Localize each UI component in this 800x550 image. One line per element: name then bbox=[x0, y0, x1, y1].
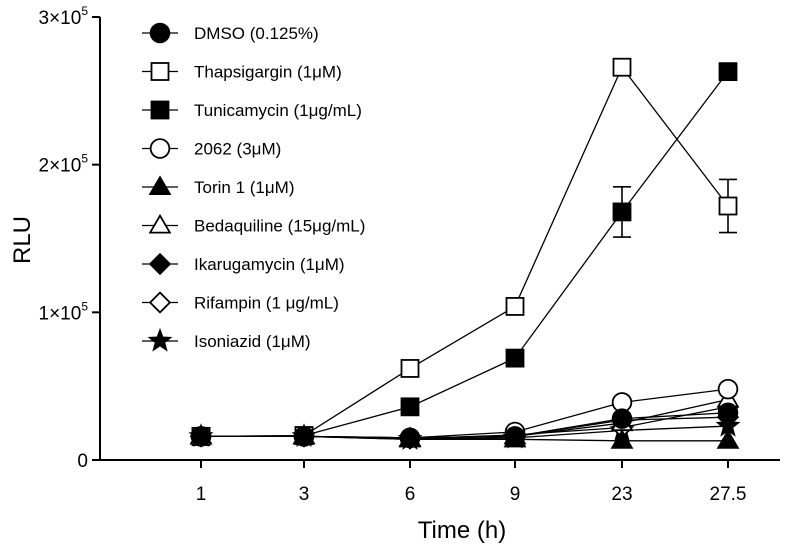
legend-marker bbox=[148, 291, 172, 314]
x-tick-label: 3 bbox=[299, 484, 310, 505]
x-axis-title: Time (h) bbox=[418, 517, 506, 544]
series-layer bbox=[188, 57, 741, 450]
legend-label: Ikarugamycin (1μM) bbox=[194, 255, 345, 274]
legend-marker bbox=[149, 138, 171, 159]
data-point bbox=[505, 348, 525, 368]
legend-label: Isoniazid (1μM) bbox=[194, 332, 311, 351]
legend-label: Thapsigargin (1μM) bbox=[194, 63, 342, 82]
y-tick-label: 3×105 bbox=[39, 4, 89, 29]
legend-label: DMSO (0.125%) bbox=[194, 24, 319, 43]
data-point bbox=[717, 402, 739, 423]
data-point bbox=[610, 429, 634, 449]
x-tick-label: 6 bbox=[405, 484, 416, 505]
data-point bbox=[400, 397, 420, 417]
data-point bbox=[399, 427, 421, 449]
data-point bbox=[505, 297, 525, 316]
data-point bbox=[611, 408, 633, 429]
x-tick-label: 1 bbox=[196, 484, 207, 505]
series-line bbox=[201, 425, 729, 440]
legend-marker bbox=[148, 213, 172, 234]
data-point bbox=[718, 62, 738, 82]
series-line bbox=[201, 406, 729, 440]
legend-label: 2062 (3μM) bbox=[194, 140, 281, 159]
series-line bbox=[201, 388, 729, 439]
legend-marker bbox=[150, 100, 170, 120]
x-tick-label: 9 bbox=[510, 484, 521, 505]
legend: DMSO (0.125%) Thapsigargin (1μM) Tunicamyc… bbox=[142, 22, 365, 352]
legend-label: Rifampin (1 μg/mL) bbox=[194, 294, 339, 313]
data-point bbox=[716, 429, 740, 449]
data-point bbox=[293, 426, 315, 447]
legend-marker bbox=[147, 327, 173, 352]
y-tick-label: 1×105 bbox=[39, 299, 89, 324]
x-tick-label: 27.5 bbox=[710, 484, 747, 505]
legend-label: Tunicamycin (1μg/mL) bbox=[194, 101, 362, 120]
data-point bbox=[400, 359, 420, 378]
y-tick-label: 2×105 bbox=[39, 152, 89, 177]
y-axis-title: RLU bbox=[9, 216, 36, 264]
data-point bbox=[190, 426, 212, 447]
legend-marker bbox=[148, 175, 172, 195]
data-point bbox=[718, 196, 738, 216]
legend-marker bbox=[150, 62, 170, 81]
data-point bbox=[612, 202, 632, 222]
axes: 0 1×105 2×105 3×105 1 3 6 9 23 27.5 bbox=[39, 4, 780, 505]
legend-marker bbox=[149, 22, 171, 44]
data-point bbox=[717, 378, 739, 400]
series-line bbox=[200, 71, 729, 438]
legend-label: Torin 1 (1μM) bbox=[194, 178, 294, 197]
data-point bbox=[612, 57, 632, 77]
y-tick-label: 0 bbox=[77, 451, 88, 472]
legend-label: Bedaquiline (15μg/mL) bbox=[194, 217, 365, 236]
data-point bbox=[504, 426, 526, 447]
x-tick-label: 23 bbox=[611, 484, 632, 505]
legend-marker bbox=[148, 252, 172, 276]
